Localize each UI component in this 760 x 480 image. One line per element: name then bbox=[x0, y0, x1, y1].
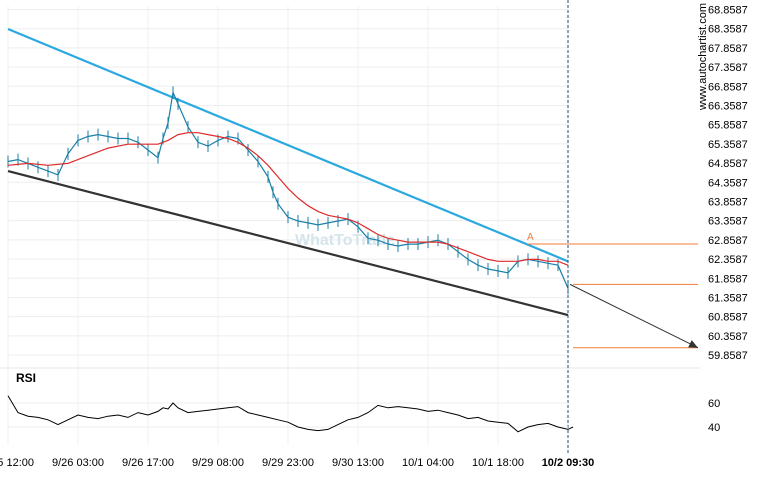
y-tick-label: 67.8587 bbox=[708, 43, 748, 55]
x-tick-label: 10/1 04:00 bbox=[402, 457, 454, 469]
trendlines bbox=[7, 28, 569, 317]
rsi-panel: 60 40 bbox=[7, 395, 720, 434]
y-tick-label: 65.8587 bbox=[708, 120, 748, 132]
x-tick-label: 9/25 12:00 bbox=[0, 457, 34, 469]
upper-trendline bbox=[7, 28, 569, 263]
lower-trendline bbox=[7, 170, 569, 317]
watermark: www.autochartist.com bbox=[697, 3, 709, 111]
y-tick-label: 64.3587 bbox=[708, 177, 748, 189]
y-tick-label: 62.3587 bbox=[708, 254, 748, 266]
y-tick-label: 60.8587 bbox=[708, 312, 748, 324]
y-tick-label: 66.3587 bbox=[708, 100, 748, 112]
y-tick-label: 62.8587 bbox=[708, 235, 748, 247]
y-tick-label: 66.8587 bbox=[708, 81, 748, 93]
moving-average-line bbox=[7, 132, 569, 266]
x-tick-label: 10/1 18:00 bbox=[472, 457, 524, 469]
y-tick-label: 65.3587 bbox=[708, 139, 748, 151]
y-tick-label: 64.8587 bbox=[708, 158, 748, 170]
x-axis: 9/25 12:00 9/26 03:00 9/26 17:00 9/29 08:00… bbox=[0, 457, 594, 469]
x-tick-label: 9/29 23:00 bbox=[262, 457, 314, 469]
level-label: A bbox=[527, 232, 534, 243]
x-tick-label: 10/2 09:30 bbox=[542, 457, 595, 469]
x-tick-label: 9/26 03:00 bbox=[52, 457, 104, 469]
y-tick-label: 67.3587 bbox=[708, 62, 748, 74]
y-tick-label: 68.3587 bbox=[708, 24, 748, 36]
series bbox=[7, 86, 569, 295]
rsi-tick-label: 60 bbox=[708, 398, 720, 410]
y-tick-label: 63.8587 bbox=[708, 196, 748, 208]
y-tick-label: 60.3587 bbox=[708, 331, 748, 343]
rsi-label: RSI bbox=[16, 371, 36, 385]
y-tick-label: 61.8587 bbox=[708, 273, 748, 285]
level-lines: A bbox=[527, 0, 699, 453]
x-tick-label: 9/26 17:00 bbox=[122, 457, 174, 469]
y-tick-label: 63.3587 bbox=[708, 216, 748, 228]
rsi-tick-label: 40 bbox=[708, 422, 720, 434]
x-tick-label: 9/29 08:00 bbox=[192, 457, 244, 469]
price-line bbox=[7, 90, 569, 289]
y-tick-label: 68.8587 bbox=[708, 5, 748, 17]
rsi-line bbox=[7, 395, 574, 433]
projection-arrowhead bbox=[688, 340, 698, 348]
faint-brand: WhatToTrade bbox=[295, 232, 395, 249]
y-tick-label: 59.8587 bbox=[708, 350, 748, 362]
x-tick-label: 9/30 13:00 bbox=[332, 457, 384, 469]
y-tick-label: 61.3587 bbox=[708, 292, 748, 304]
grid bbox=[0, 6, 700, 445]
projection-arrow-line bbox=[569, 283, 699, 349]
y-axis: 68.8587 68.3587 67.8587 67.3587 66.8587 66.35… bbox=[708, 5, 748, 363]
